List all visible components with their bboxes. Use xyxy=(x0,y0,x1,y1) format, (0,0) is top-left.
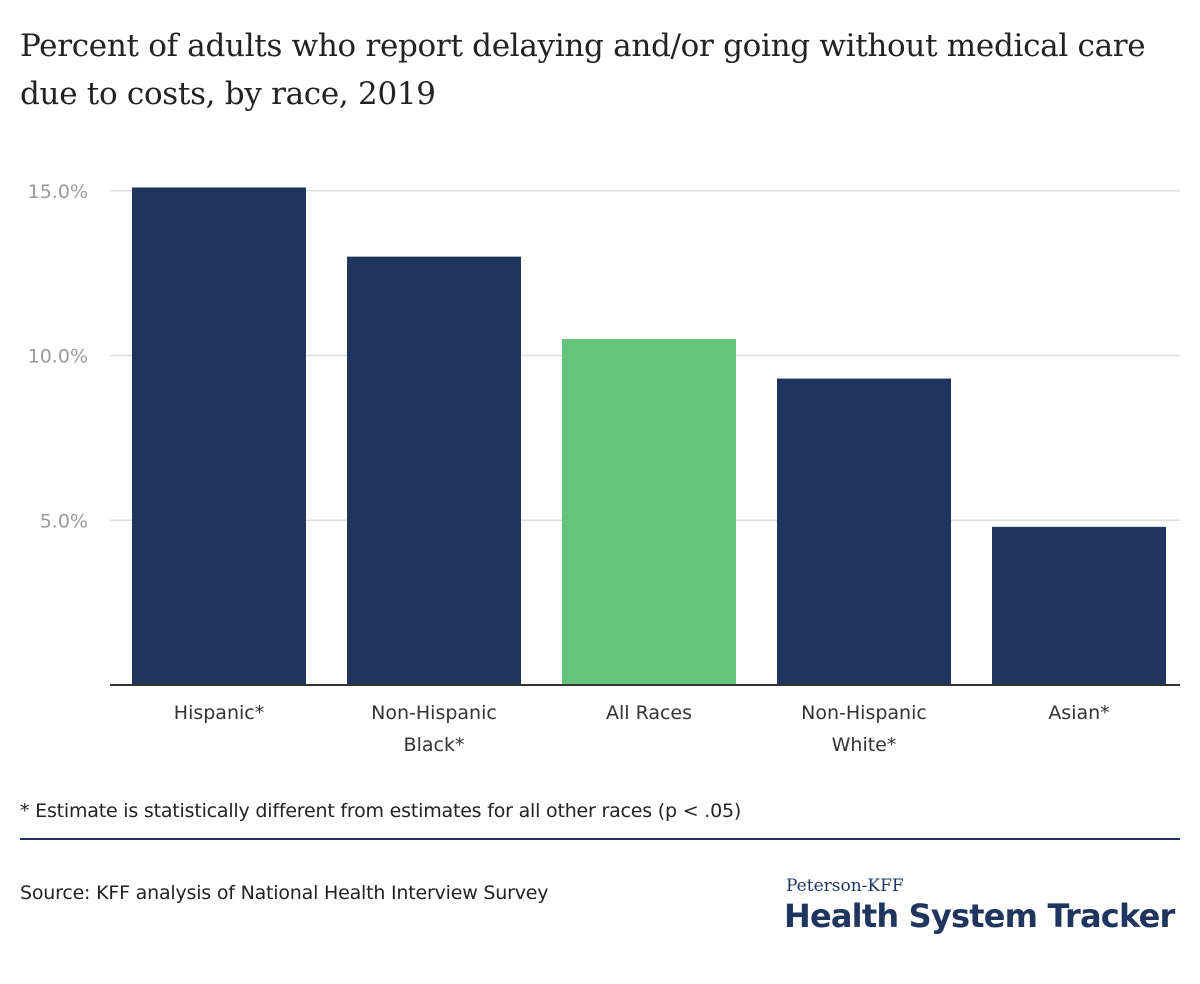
chart-title: Percent of adults who report delaying an… xyxy=(20,28,1146,112)
bar xyxy=(562,339,736,685)
x-tick-label: Black* xyxy=(404,734,465,756)
y-tick-label: 10.0% xyxy=(28,346,88,368)
x-tick-label: Non-Hispanic xyxy=(801,702,927,724)
bars xyxy=(132,187,1166,685)
x-tick-label: All Races xyxy=(606,702,692,724)
y-axis-ticks: 5.0% 10.0% 15.0% xyxy=(28,181,88,533)
divider xyxy=(20,838,1180,840)
x-axis-labels: Hispanic* Non-Hispanic Black* All Races Non-… xyxy=(174,702,1110,756)
x-tick-label: Non-Hispanic xyxy=(371,702,497,724)
y-tick-label: 5.0% xyxy=(40,510,88,532)
x-tick-label: Hispanic* xyxy=(174,702,264,724)
x-tick-label: Asian* xyxy=(1048,702,1109,724)
bar xyxy=(992,526,1166,685)
brand-logo-large: Health System Tracker xyxy=(784,897,1175,935)
bar xyxy=(777,378,951,685)
x-tick-label: White* xyxy=(832,734,897,756)
bar xyxy=(347,256,521,685)
brand-logo-small: Peterson-KFF xyxy=(786,876,904,896)
bar xyxy=(132,187,306,685)
source-note: Source: KFF analysis of National Health … xyxy=(20,882,549,904)
y-tick-label: 15.0% xyxy=(28,181,88,203)
footnote: * Estimate is statistically different fr… xyxy=(20,800,742,822)
